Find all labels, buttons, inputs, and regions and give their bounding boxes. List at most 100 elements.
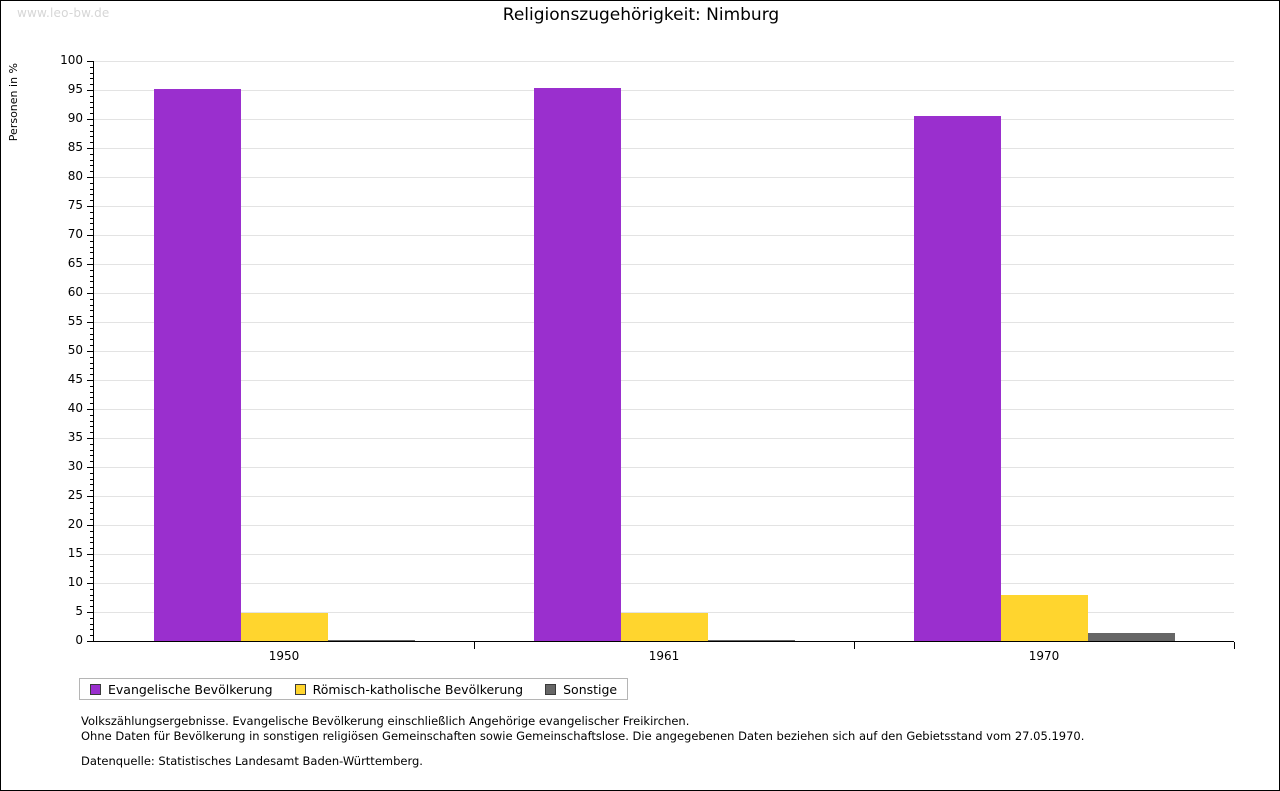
chart-legend: Evangelische Bevölkerung Römisch-katholis… — [79, 678, 629, 700]
y-tick-minor — [90, 397, 94, 399]
gridline — [94, 322, 1234, 323]
y-tick-major — [87, 496, 94, 497]
y-tick-major — [87, 351, 94, 352]
y-tick-minor — [90, 530, 94, 532]
y-tick-minor — [90, 287, 94, 289]
y-tick-minor — [90, 78, 94, 80]
legend-swatch-icon — [545, 683, 557, 695]
y-tick-major — [87, 264, 94, 265]
gridline — [94, 496, 1234, 497]
gridline — [94, 525, 1234, 526]
y-tick-label: 80 — [67, 169, 83, 183]
y-tick-minor — [90, 124, 94, 126]
y-tick-minor — [90, 252, 94, 254]
bar-1961-1 — [533, 88, 621, 641]
bar-1970-2 — [1000, 594, 1088, 641]
gridline — [94, 235, 1234, 236]
legend-label: Evangelische Bevölkerung — [108, 681, 273, 697]
y-tick-major — [87, 322, 94, 323]
legend-swatch-icon — [294, 683, 306, 695]
y-tick-minor — [90, 269, 94, 271]
bar-1950-1 — [153, 89, 241, 641]
y-tick-minor — [90, 635, 94, 637]
y-tick-minor — [90, 548, 94, 550]
y-tick-minor — [90, 420, 94, 422]
y-tick-minor — [90, 490, 94, 492]
y-tick-major — [87, 612, 94, 613]
y-tick-minor — [90, 101, 94, 103]
y-tick-minor — [90, 443, 94, 445]
y-tick-minor — [90, 327, 94, 329]
y-tick-minor — [90, 142, 94, 144]
y-tick-major — [87, 438, 94, 439]
y-tick-major — [87, 641, 94, 642]
y-tick-minor — [90, 356, 94, 358]
y-tick-minor — [90, 623, 94, 625]
y-tick-major — [87, 235, 94, 236]
y-tick-major — [87, 61, 94, 62]
y-tick-label: 45 — [67, 372, 83, 386]
gridline — [94, 264, 1234, 265]
y-tick-minor — [90, 345, 94, 347]
y-tick-minor — [90, 182, 94, 184]
y-tick-minor — [90, 478, 94, 480]
y-tick-label: 10 — [67, 575, 83, 589]
y-tick-minor — [90, 316, 94, 318]
y-tick-minor — [90, 571, 94, 573]
x-tick-label-1961: 1961 — [648, 649, 680, 663]
y-tick-label: 75 — [67, 198, 83, 212]
y-tick-major — [87, 583, 94, 584]
y-tick-label: 95 — [67, 82, 83, 96]
footnote-line-2: Ohne Daten für Bevölkerung in sonstigen … — [81, 729, 1085, 743]
legend-item-3[interactable]: Sonstige — [545, 682, 617, 697]
y-tick-label: 35 — [67, 430, 83, 444]
y-tick-minor — [90, 565, 94, 567]
plot-wrapper: 0 5 10 15 20 25 30 35 40 45 50 55 60 65 70 75 80 85 90 95 10… — [60, 53, 1235, 663]
y-tick-minor — [90, 536, 94, 538]
y-tick-minor — [90, 240, 94, 242]
legend-swatch-icon — [90, 683, 101, 695]
bar-1970-3 — [1087, 633, 1175, 641]
y-tick-minor — [90, 368, 94, 370]
y-tick-label: 100 — [60, 53, 83, 67]
legend-item-2[interactable]: Römisch-katholische Bevölkerung — [294, 681, 524, 697]
y-tick-minor — [90, 339, 94, 341]
x-tick — [474, 642, 475, 649]
y-tick-label: 85 — [67, 140, 83, 154]
y-tick-minor — [90, 484, 94, 486]
legend-item-1[interactable]: Evangelische Bevölkerung — [90, 682, 273, 697]
plot-area: 0 5 10 15 20 25 30 35 40 45 50 55 60 65 70 75 80 85 90 95 10… — [60, 53, 1235, 663]
y-tick-minor — [90, 501, 94, 503]
y-tick-minor — [90, 153, 94, 155]
y-tick-minor — [90, 310, 94, 312]
gridline — [94, 206, 1234, 207]
y-tick-minor — [90, 519, 94, 521]
y-tick-minor — [90, 275, 94, 277]
x-tick — [854, 642, 855, 649]
y-tick-minor — [90, 84, 94, 86]
y-tick-minor — [90, 432, 94, 434]
gridline — [94, 612, 1234, 613]
gridline — [94, 409, 1234, 410]
y-tick-minor — [90, 217, 94, 219]
gridline — [94, 293, 1234, 294]
legend-label: Römisch-katholische Bevölkerung — [312, 681, 524, 697]
y-tick-major — [87, 293, 94, 294]
y-tick-major — [87, 148, 94, 149]
y-tick-minor — [90, 403, 94, 405]
bar-1970-1 — [913, 115, 1001, 641]
y-tick-minor — [90, 600, 94, 602]
y-tick-minor — [90, 513, 94, 515]
y-tick-minor — [90, 304, 94, 306]
bar-1950-3 — [327, 639, 415, 641]
y-tick-minor — [90, 72, 94, 74]
y-tick-minor — [90, 455, 94, 457]
y-tick-label: 70 — [67, 227, 83, 241]
bar-1950-2 — [240, 612, 328, 641]
y-tick-minor — [90, 188, 94, 190]
y-tick-minor — [90, 95, 94, 97]
footnote-line-1: Volkszählungsergebnisse. Evangelische Be… — [81, 714, 690, 728]
y-tick-minor — [90, 385, 94, 387]
y-tick-minor — [90, 229, 94, 231]
y-tick-minor — [90, 617, 94, 619]
